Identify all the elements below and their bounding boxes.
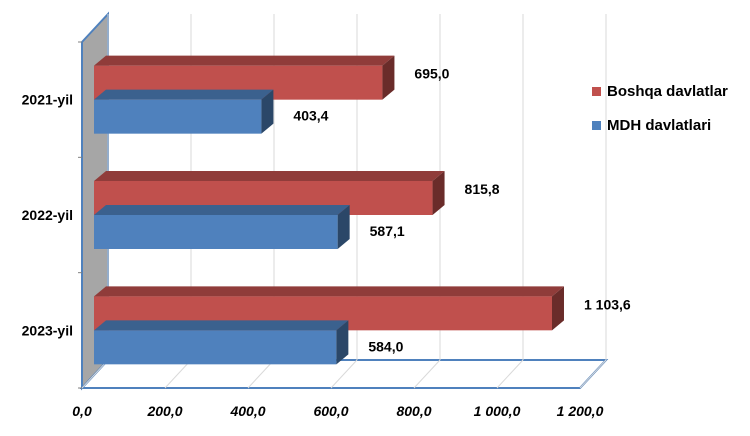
bar-side xyxy=(337,205,350,249)
legend: Boshqa davlatlar MDH davlatlari xyxy=(592,74,728,142)
legend-label-mdh: MDH davlatlari xyxy=(607,116,712,134)
bar-front xyxy=(94,215,338,249)
bar-top xyxy=(94,55,395,66)
bar-top xyxy=(94,286,564,297)
legend-label-boshqa: Boshqa davlatlar xyxy=(607,82,728,100)
x-tick-label: 400,0 xyxy=(229,403,265,419)
floor-gridline xyxy=(330,359,358,389)
data-label: 587,1 xyxy=(370,223,405,239)
bar-side xyxy=(551,286,564,331)
floor-gridline xyxy=(496,359,524,389)
bar xyxy=(94,205,350,249)
legend-swatch-mdh xyxy=(592,120,601,130)
legend-swatch-boshqa xyxy=(592,86,601,96)
floor-gridline xyxy=(413,359,441,389)
x-tick-label: 600,0 xyxy=(313,403,348,419)
bar-top xyxy=(94,89,274,100)
y-tick-label: 2021-yil xyxy=(22,92,73,108)
floor-gridline xyxy=(81,359,109,389)
x-tick-label: 200,0 xyxy=(146,403,182,419)
x-tick-label: 0,0 xyxy=(72,403,92,419)
legend-item-mdh: MDH davlatlari xyxy=(592,108,728,142)
data-label: 695,0 xyxy=(414,66,449,82)
bar-top xyxy=(94,171,445,181)
bar xyxy=(94,320,349,365)
data-label: 1 103,6 xyxy=(584,296,631,312)
bar-side xyxy=(382,55,395,100)
x-tick-label: 1 000,0 xyxy=(474,403,521,419)
bar-side xyxy=(336,320,349,365)
bar-front xyxy=(94,99,262,134)
data-label: 815,8 xyxy=(465,181,500,197)
floor-gridline xyxy=(579,359,607,389)
bar xyxy=(94,89,274,134)
floor-gridline xyxy=(164,359,192,389)
y-tick-label: 2023-yil xyxy=(22,322,73,338)
bar-front xyxy=(94,330,337,365)
floor-gridline xyxy=(247,359,275,389)
y-tick-label: 2022-yil xyxy=(22,207,73,223)
legend-item-boshqa: Boshqa davlatlar xyxy=(592,74,728,108)
bar-side xyxy=(261,89,274,134)
data-label: 403,4 xyxy=(293,108,328,124)
bar-top xyxy=(94,205,350,215)
data-label: 584,0 xyxy=(368,338,403,354)
bar-side xyxy=(432,171,445,215)
x-tick-label: 1 200,0 xyxy=(557,403,604,419)
bar-top xyxy=(94,320,349,331)
x-tick-label: 800,0 xyxy=(396,403,431,419)
